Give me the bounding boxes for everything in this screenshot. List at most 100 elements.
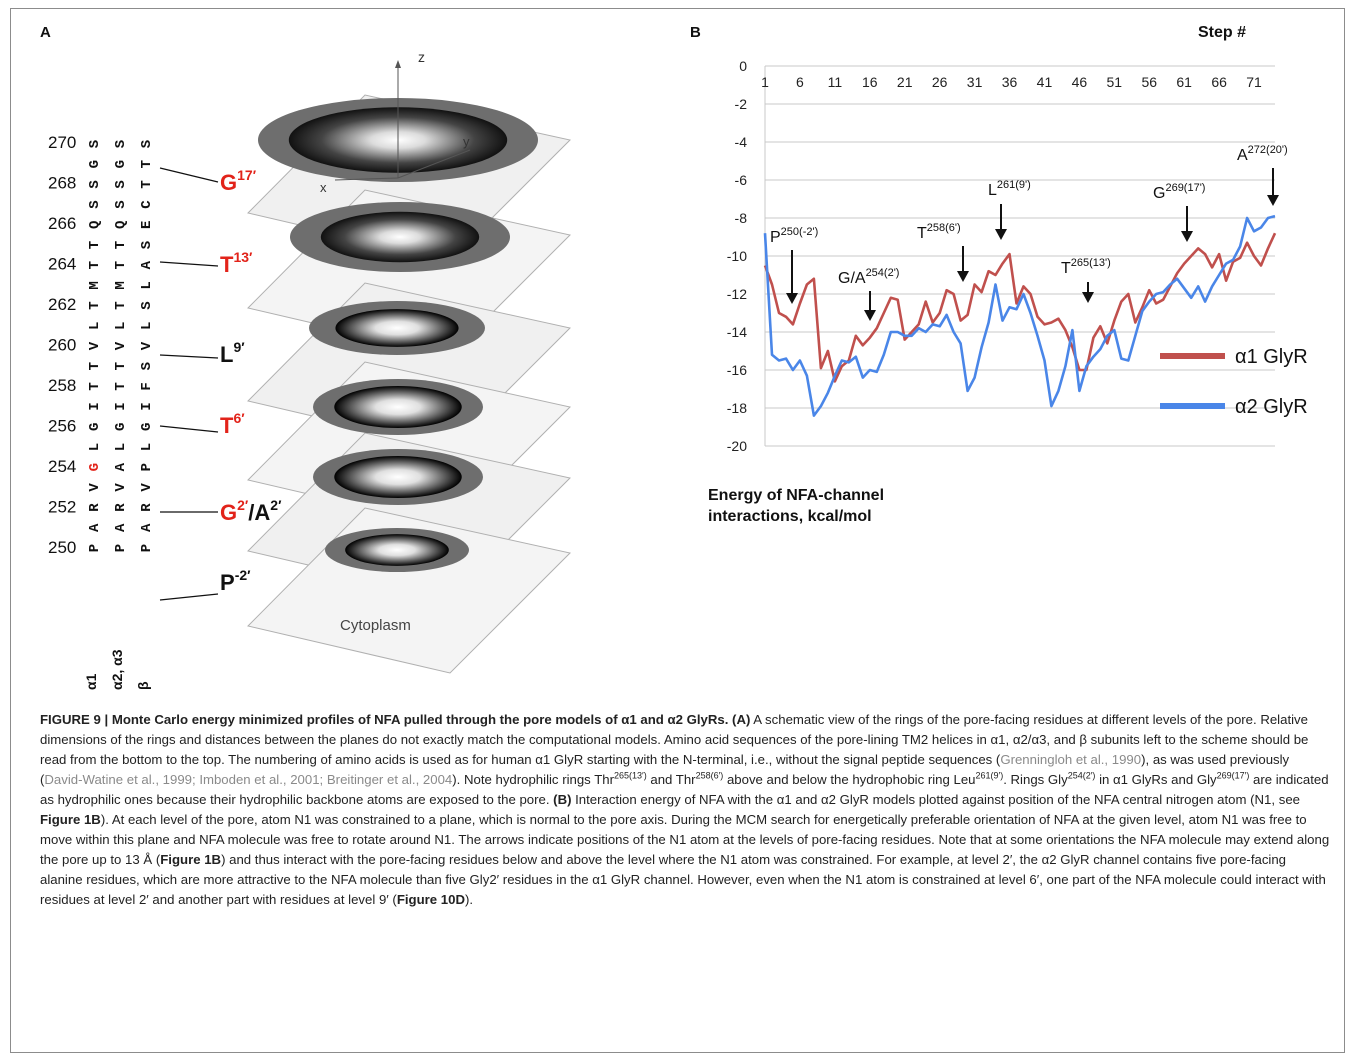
sequence-residue: M	[113, 281, 129, 289]
ring-label: P-2′	[220, 567, 251, 595]
sequence-residue: S	[139, 140, 155, 148]
figure-link[interactable]: Figure 10D	[396, 892, 465, 907]
sequence-residue: G	[113, 423, 129, 431]
residue-arrow-annotation: P250(-2')	[770, 226, 818, 304]
citation-link[interactable]: Grenningloh et al., 1990	[1000, 752, 1142, 767]
legend-entry: α1 GlyR	[1160, 346, 1308, 368]
x-tick-label: 31	[967, 74, 983, 90]
sequence-residue: G	[87, 423, 103, 431]
residue-arrow-annotation: A272(20')	[1237, 144, 1288, 206]
residue-number: 264	[48, 255, 76, 274]
sequence-residue: V	[113, 483, 129, 492]
x-tick-label: 61	[1176, 74, 1192, 90]
svg-text:α2 GlyR: α2 GlyR	[1235, 396, 1308, 418]
caption-title: FIGURE 9 | Monte Carlo energy minimized …	[40, 712, 751, 727]
sequence-residue: R	[87, 503, 103, 512]
caption-text: Interaction energy of NFA with the α1 an…	[571, 792, 1300, 807]
panel-a: A z y x Cytoplasm 270 268 266 264 262	[0, 0, 680, 700]
ring-label: T13′	[220, 249, 253, 277]
y-tick-label: -18	[727, 400, 747, 416]
energy-chart: 0-2-4-6-8-10-12-14-16-18-20 1 6 11 16 21 26 31…	[727, 58, 1308, 454]
y-tick-label: -14	[727, 324, 747, 340]
caption-text: and Thr	[646, 772, 696, 787]
ring-label: L9′	[220, 339, 245, 367]
sequence-residue: L	[113, 322, 129, 330]
sequence-residue: A	[87, 523, 103, 532]
residue-arrow-annotation: G269(17')	[1153, 182, 1205, 242]
y-tick-label: 0	[739, 58, 747, 74]
x-tick-label: 11	[828, 74, 843, 90]
x-tick-label: 46	[1072, 74, 1088, 90]
pore-ring	[325, 528, 469, 572]
sequence-residue: A	[139, 260, 155, 269]
pore-schematic: z y x Cytoplasm 270 268 266 264 262 260 258 256…	[48, 49, 571, 690]
sequence-residue: T	[139, 180, 155, 188]
panel-a-label: A	[40, 24, 51, 41]
residue-number: 254	[48, 457, 76, 476]
sequence-residue: R	[113, 503, 129, 512]
pore-ring	[313, 449, 483, 505]
sequence-residue: P	[139, 463, 155, 471]
sequence-residue: R	[139, 503, 155, 512]
caption-text: above and below the hydrophobic ring Leu	[723, 772, 976, 787]
sequence-residue: E	[139, 221, 155, 229]
caption-text: ). At each level of the pore, atom N1 wa…	[40, 812, 1330, 867]
sequence-residue: G	[113, 160, 129, 168]
sequence-residue: A	[113, 523, 129, 532]
sequence-column-label: α2, α3	[109, 649, 125, 690]
ring-label: T6′	[220, 410, 245, 438]
z-axis-label: z	[418, 49, 425, 65]
sequence-residue: G	[139, 423, 155, 431]
svg-text:T258(6'): T258(6')	[917, 222, 961, 242]
pore-ring	[290, 202, 510, 272]
sequence-residue: V	[139, 341, 155, 350]
svg-text:G/A254(2'): G/A254(2')	[838, 267, 899, 287]
figure-link[interactable]: Figure 1B	[160, 852, 222, 867]
sequence-residue: C	[139, 200, 155, 209]
x-tick-label: 66	[1211, 74, 1227, 90]
svg-text:L261(9'): L261(9')	[988, 179, 1031, 199]
sequence-residue: T	[87, 382, 103, 390]
sequence-residue: M	[87, 281, 103, 289]
caption-text: . Rings Gly	[1003, 772, 1068, 787]
sequence-residue: Q	[113, 221, 129, 229]
sequence-residue: S	[87, 140, 103, 148]
sequence-residue: G	[87, 160, 103, 168]
pore-ring	[309, 301, 485, 355]
sequence-residue: L	[87, 322, 103, 330]
x-tick-label: 1	[761, 74, 769, 90]
x-tick-label: 41	[1037, 74, 1053, 90]
sequence-residue: P	[139, 544, 155, 552]
sequence-residue: I	[87, 402, 103, 410]
x-tick-label: 16	[862, 74, 878, 90]
x-tick-label: 51	[1107, 74, 1123, 90]
x-tick-label: 56	[1141, 74, 1157, 90]
y-axis-label: y	[463, 134, 470, 149]
sequence-residue: V	[87, 341, 103, 350]
svg-text:α1 GlyR: α1 GlyR	[1235, 346, 1308, 368]
figure-link[interactable]: Figure 1B	[40, 812, 101, 827]
residue-number: 270	[48, 133, 76, 152]
series-line-alpha2	[763, 214, 1276, 417]
sequence-residue: T	[113, 382, 129, 390]
residue-arrow-annotation: T258(6')	[917, 222, 969, 282]
sequence-residue: Q	[87, 221, 103, 229]
residue-arrow-annotation: T265(13')	[1061, 257, 1111, 303]
xyz-axes	[334, 60, 471, 181]
y-axis-title-line2: interactions, kcal/mol	[708, 508, 872, 525]
sequence-column-label: β	[135, 681, 151, 690]
residue-number: 260	[48, 336, 76, 355]
sequence-residue: A	[113, 462, 129, 471]
residue-number: 256	[48, 417, 76, 436]
figure-caption: FIGURE 9 | Monte Carlo energy minimized …	[40, 710, 1330, 910]
caption-panel-ref: (B)	[553, 792, 572, 807]
sequence-column-label: α1	[83, 673, 99, 690]
residue-number: 252	[48, 498, 76, 517]
ring-label: G2′/A2′	[220, 497, 282, 525]
y-axis-title-line1: Energy of NFA-channel	[708, 487, 885, 504]
citation-link[interactable]: David-Watine et al., 1999; Imboden et al…	[44, 772, 453, 787]
figure-frame	[10, 8, 1345, 1053]
sequence-residue: S	[139, 301, 155, 309]
superscript: 258(6′)	[695, 770, 724, 781]
